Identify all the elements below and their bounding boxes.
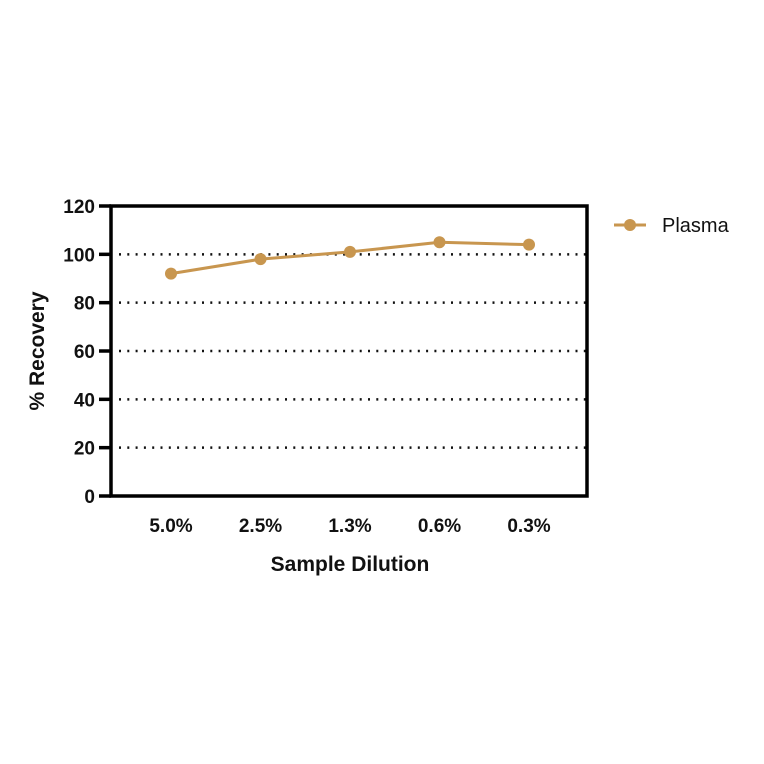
series-plasma bbox=[165, 236, 535, 279]
y-tick-label: 120 bbox=[63, 197, 95, 218]
data-point bbox=[344, 246, 356, 258]
y-tick-label: 40 bbox=[74, 390, 95, 411]
y-tick-label: 100 bbox=[63, 245, 95, 266]
y-axis-ticks: 0 20 40 60 80 100 120 bbox=[63, 197, 111, 508]
data-point bbox=[255, 253, 267, 265]
x-tick-label: 1.3% bbox=[328, 516, 371, 537]
gridlines bbox=[119, 254, 587, 447]
x-tick-label: 0.6% bbox=[418, 516, 461, 537]
y-axis-label: % Recovery bbox=[26, 291, 49, 410]
data-point bbox=[165, 268, 177, 280]
x-tick-label: 0.3% bbox=[507, 516, 550, 537]
y-tick-label: 20 bbox=[74, 439, 95, 460]
x-tick-label: 5.0% bbox=[149, 516, 192, 537]
y-tick-label: 80 bbox=[74, 294, 95, 315]
legend: Plasma bbox=[614, 215, 730, 237]
data-point bbox=[434, 236, 446, 248]
legend-label-plasma: Plasma bbox=[662, 215, 730, 237]
x-tick-label: 2.5% bbox=[239, 516, 282, 537]
legend-marker-icon bbox=[624, 219, 636, 231]
y-tick-label: 0 bbox=[84, 487, 95, 508]
data-point bbox=[523, 239, 535, 251]
y-tick-label: 60 bbox=[74, 342, 95, 363]
line-chart: 0 20 40 60 80 100 120 5.0% 2.5% 1.3% 0.6% 0.3% Sam… bbox=[0, 0, 764, 764]
x-axis-label: Sample Dilution bbox=[271, 553, 430, 576]
x-axis-ticks: 5.0% 2.5% 1.3% 0.6% 0.3% bbox=[149, 516, 550, 537]
